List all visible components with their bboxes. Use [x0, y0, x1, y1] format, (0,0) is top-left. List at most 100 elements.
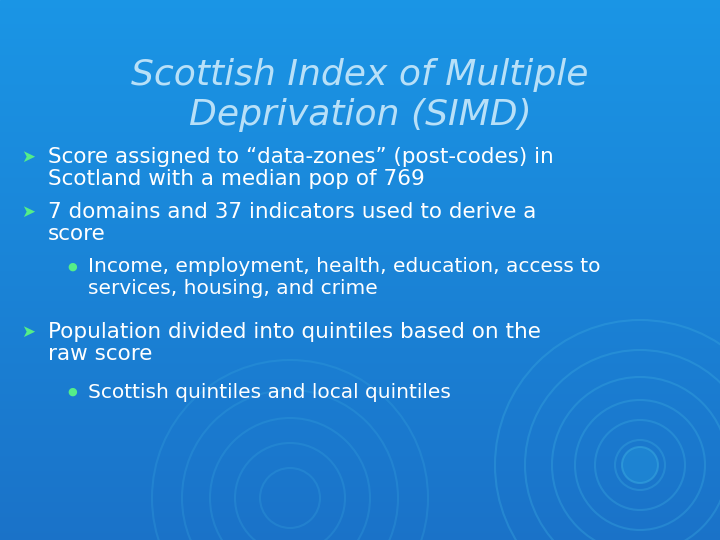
Text: Population divided into quintiles based on the: Population divided into quintiles based … [48, 322, 541, 342]
Bar [0, 377, 720, 378]
Bar [0, 200, 720, 201]
Bar [0, 147, 720, 148]
Bar [0, 24, 720, 25]
Bar [0, 341, 720, 342]
Bar [0, 431, 720, 432]
Bar [0, 135, 720, 136]
Bar [0, 69, 720, 70]
Bar [0, 296, 720, 297]
Bar [0, 109, 720, 110]
Bar [0, 203, 720, 204]
Bar [0, 281, 720, 282]
Bar [0, 391, 720, 392]
Bar [0, 192, 720, 193]
Bar [0, 211, 720, 212]
Bar [0, 454, 720, 455]
Bar [0, 228, 720, 229]
Bar [0, 379, 720, 380]
Bar [0, 110, 720, 111]
Bar [0, 512, 720, 513]
Bar [0, 528, 720, 529]
Text: ●: ● [67, 262, 77, 272]
Bar [0, 173, 720, 174]
Bar [0, 344, 720, 345]
Bar [0, 66, 720, 67]
Bar [0, 517, 720, 518]
Bar [0, 519, 720, 520]
Bar [0, 349, 720, 350]
Bar [0, 181, 720, 182]
Bar [0, 407, 720, 408]
Bar [0, 64, 720, 65]
Bar [0, 303, 720, 304]
Bar [0, 205, 720, 206]
Bar [0, 513, 720, 514]
Bar [0, 376, 720, 377]
Bar [0, 131, 720, 132]
Bar [0, 464, 720, 465]
Bar [0, 468, 720, 469]
Bar [0, 193, 720, 194]
Bar [0, 196, 720, 197]
Bar [0, 482, 720, 483]
Bar [0, 258, 720, 259]
Bar [0, 433, 720, 434]
Bar [0, 278, 720, 279]
Bar [0, 219, 720, 220]
Bar [0, 503, 720, 504]
Bar [0, 514, 720, 515]
Bar [0, 325, 720, 326]
Bar [0, 436, 720, 437]
Bar [0, 473, 720, 474]
Bar [0, 435, 720, 436]
Bar [0, 182, 720, 183]
Bar [0, 154, 720, 155]
Text: Deprivation (SIMD): Deprivation (SIMD) [189, 98, 531, 132]
Bar [0, 53, 720, 54]
Bar [0, 31, 720, 32]
Bar [0, 269, 720, 270]
Bar [0, 491, 720, 492]
Bar [0, 390, 720, 391]
Bar [0, 197, 720, 198]
Bar [0, 440, 720, 441]
Bar [0, 458, 720, 459]
Bar [0, 358, 720, 359]
Bar [0, 404, 720, 405]
Bar [0, 442, 720, 443]
Bar [0, 164, 720, 165]
Bar [0, 342, 720, 343]
Bar [0, 506, 720, 507]
Bar [0, 438, 720, 439]
Bar [0, 18, 720, 19]
Bar [0, 70, 720, 71]
Text: services, housing, and crime: services, housing, and crime [88, 280, 378, 299]
Bar [0, 375, 720, 376]
Bar [0, 29, 720, 30]
Bar [0, 180, 720, 181]
Bar [0, 170, 720, 171]
Bar [0, 351, 720, 352]
Text: ➤: ➤ [21, 203, 35, 221]
Bar [0, 496, 720, 497]
Bar [0, 475, 720, 476]
Bar [0, 214, 720, 215]
Bar [0, 456, 720, 457]
Bar [0, 155, 720, 156]
Bar [0, 322, 720, 323]
Bar [0, 461, 720, 462]
Bar [0, 218, 720, 219]
Bar [0, 381, 720, 382]
Bar [0, 333, 720, 334]
Bar [0, 44, 720, 45]
Bar [0, 186, 720, 187]
Bar [0, 455, 720, 456]
Bar [0, 137, 720, 138]
Bar [0, 158, 720, 159]
Bar [0, 397, 720, 398]
Bar [0, 493, 720, 494]
Bar [0, 21, 720, 22]
Bar [0, 314, 720, 315]
Text: Scotland with a median pop of 769: Scotland with a median pop of 769 [48, 169, 425, 189]
Bar [0, 10, 720, 11]
